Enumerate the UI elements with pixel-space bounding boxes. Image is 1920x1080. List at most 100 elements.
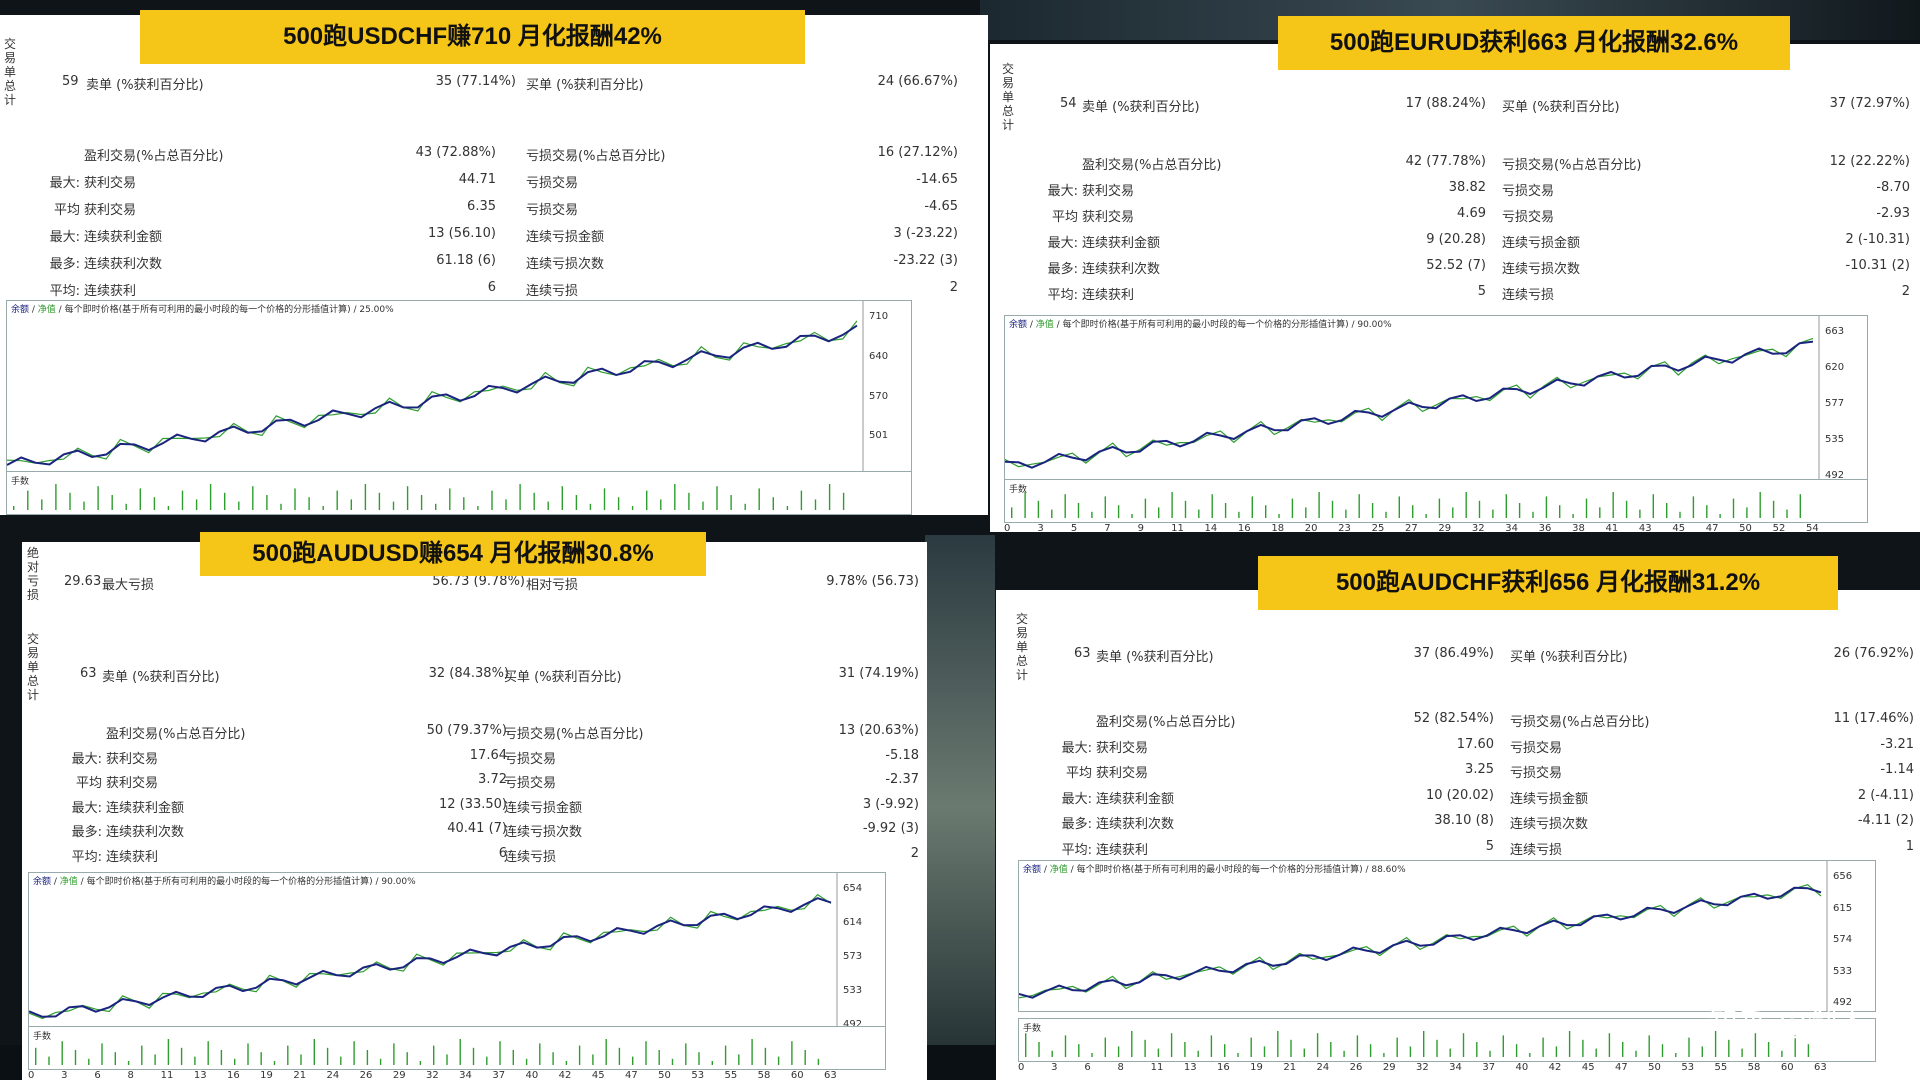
stats-row: 平均 获利交易 4.69 亏损交易 -2.93 bbox=[1051, 206, 1910, 225]
volume-bar bbox=[379, 1058, 382, 1065]
volume-bar bbox=[101, 1043, 103, 1065]
volume-bar bbox=[1518, 503, 1521, 518]
x-tick-label: 3 bbox=[61, 1070, 68, 1080]
chart-header: 余额 / 净值 / 每个即时价格(基于所有可利用的最小时段的每一个价格的分形插值… bbox=[33, 877, 416, 887]
report-panel-audchf: 交易单总计 63 卖单 (%获利百分比) 37 (86.49%) 买单 (%获利… bbox=[996, 590, 1920, 1080]
balance-line bbox=[29, 897, 832, 1018]
side-label: 绝对亏损 bbox=[27, 546, 40, 602]
x-tick-label: 45 bbox=[1581, 1062, 1595, 1073]
volume-bar bbox=[1117, 505, 1120, 518]
x-tick-label: 19 bbox=[260, 1070, 273, 1080]
x-tick-label: 63 bbox=[1814, 1062, 1827, 1073]
equity-line bbox=[7, 320, 858, 464]
volume-bar bbox=[1117, 1046, 1120, 1057]
x-tick-label: 3 bbox=[1037, 523, 1044, 532]
volume-bar bbox=[300, 1054, 302, 1065]
volume-bar bbox=[1452, 507, 1454, 518]
volume-bar bbox=[1198, 509, 1200, 518]
x-tick-label: 26 bbox=[1349, 1062, 1363, 1073]
volume-bar bbox=[605, 1039, 607, 1065]
volume-bar bbox=[153, 497, 156, 510]
x-tick-label: 3 bbox=[1051, 1062, 1058, 1073]
volume-bar bbox=[322, 506, 324, 510]
stats-row: 59 卖单 (%获利百分比) 35 (77.14%) 买单 (%获利百分比) 2… bbox=[62, 74, 958, 93]
volume-bar bbox=[1237, 1053, 1239, 1057]
stats-row: 最大: 获利交易 17.60 亏损交易 -3.21 bbox=[1061, 736, 1914, 756]
stats-row: 平均: 连续获利 5 连续亏损 2 bbox=[1047, 284, 1910, 303]
report-panel-usdchf: 交易单总计 59 卖单 (%获利百分比) 35 (77.14%) 买单 (%获利… bbox=[0, 15, 988, 515]
x-tick-label: 26 bbox=[359, 1070, 373, 1080]
volume-bar bbox=[1582, 1039, 1584, 1057]
volume-bar bbox=[125, 503, 127, 510]
volume-bar bbox=[1625, 500, 1628, 518]
y-tick-label: 573 bbox=[843, 951, 863, 962]
volume-bar bbox=[1585, 498, 1588, 518]
x-tick-label: 29 bbox=[392, 1070, 406, 1080]
y-tick-label: 620 bbox=[1825, 362, 1845, 373]
x-tick-label: 27 bbox=[1405, 523, 1418, 532]
x-tick-label: 40 bbox=[525, 1070, 539, 1080]
volume-bar bbox=[446, 1054, 448, 1065]
volume-bar bbox=[13, 506, 15, 510]
volume-bar bbox=[97, 486, 99, 510]
volume-bar bbox=[1675, 1053, 1677, 1057]
volume-bar bbox=[1051, 509, 1053, 518]
x-tick-label: 6 bbox=[1084, 1062, 1091, 1073]
volume-bar bbox=[660, 499, 662, 510]
volume-bar bbox=[139, 488, 141, 510]
volume-bar bbox=[786, 506, 789, 510]
volume-bar bbox=[1290, 1039, 1292, 1057]
volume-bar bbox=[1568, 1031, 1571, 1057]
volume-bar bbox=[1356, 1035, 1359, 1057]
volume-bar bbox=[1412, 505, 1414, 518]
balance-chart-svg bbox=[1005, 316, 1820, 484]
x-tick-label: 32 bbox=[1416, 1062, 1429, 1073]
volume-bar bbox=[194, 1056, 196, 1065]
panel-title: 500跑AUDCHF获利656 月化报酬31.2% bbox=[1258, 556, 1838, 610]
volume-bar bbox=[1091, 511, 1093, 518]
volume-bar bbox=[27, 490, 29, 510]
x-tick-label: 40 bbox=[1515, 1062, 1529, 1073]
x-tick-label: 36 bbox=[1538, 523, 1552, 532]
volume-bar bbox=[1358, 494, 1360, 518]
volume-bar bbox=[1144, 498, 1147, 518]
x-tick-label: 18 bbox=[1271, 523, 1285, 532]
volume-bar bbox=[154, 1054, 156, 1065]
volume-bar bbox=[1396, 1037, 1398, 1057]
stats-row: 最大: 连续获利金额 12 (33.50) 连续亏损金额 3 (-9.92) bbox=[71, 796, 919, 816]
volume-bar bbox=[449, 488, 451, 510]
volume-bar bbox=[88, 1058, 90, 1065]
volume-bar bbox=[1263, 1046, 1266, 1057]
volume-bar bbox=[1462, 1033, 1465, 1057]
x-tick-label: 13 bbox=[1183, 1062, 1197, 1073]
volume-bar bbox=[1064, 1035, 1067, 1057]
x-tick-label: 20 bbox=[1304, 523, 1318, 532]
volume-bar bbox=[1371, 503, 1374, 518]
x-tick-label: 25 bbox=[1371, 523, 1385, 532]
volume-bar bbox=[711, 1061, 713, 1065]
y-tick-label: 615 bbox=[1833, 902, 1853, 914]
balance-chart: 余额 / 净值 / 每个即时价格(基于所有可利用的最小时段的每一个价格的分形插值… bbox=[1004, 315, 1868, 485]
stats-row: 63 卖单 (%获利百分比) 32 (84.38%) 买单 (%获利百分比) 3… bbox=[80, 666, 919, 685]
stats-row: 29.63 最大亏损 56.73 (9.78%) 相对亏损 9.78% (56.… bbox=[64, 574, 919, 593]
volume-bar bbox=[1478, 500, 1481, 518]
x-tick-label: 50 bbox=[1739, 523, 1752, 532]
y-tick-label: 501 bbox=[869, 430, 889, 442]
volume-bar bbox=[74, 1050, 77, 1065]
volume-bar bbox=[814, 499, 817, 510]
x-tick-label: 13 bbox=[193, 1070, 207, 1080]
x-tick-label: 29 bbox=[1438, 523, 1452, 532]
volume-bar bbox=[1157, 1048, 1160, 1057]
x-tick-label: 55 bbox=[1714, 1062, 1728, 1073]
volume-bar bbox=[1476, 1042, 1478, 1057]
volume-bar bbox=[1171, 492, 1173, 518]
volume-bar bbox=[772, 497, 774, 510]
x-tick-label: 47 bbox=[1615, 1062, 1628, 1073]
volume-bar bbox=[592, 1054, 594, 1065]
stats-row: 平均 获利交易 3.25 亏损交易 -1.14 bbox=[1065, 762, 1914, 781]
volume-bar bbox=[1104, 1037, 1106, 1057]
volume-bar bbox=[1158, 507, 1160, 518]
volume-bar bbox=[499, 1041, 501, 1065]
volume-bar bbox=[512, 1050, 514, 1065]
panel-title: 500跑USDCHF赚710 月化报酬42% bbox=[140, 10, 805, 64]
